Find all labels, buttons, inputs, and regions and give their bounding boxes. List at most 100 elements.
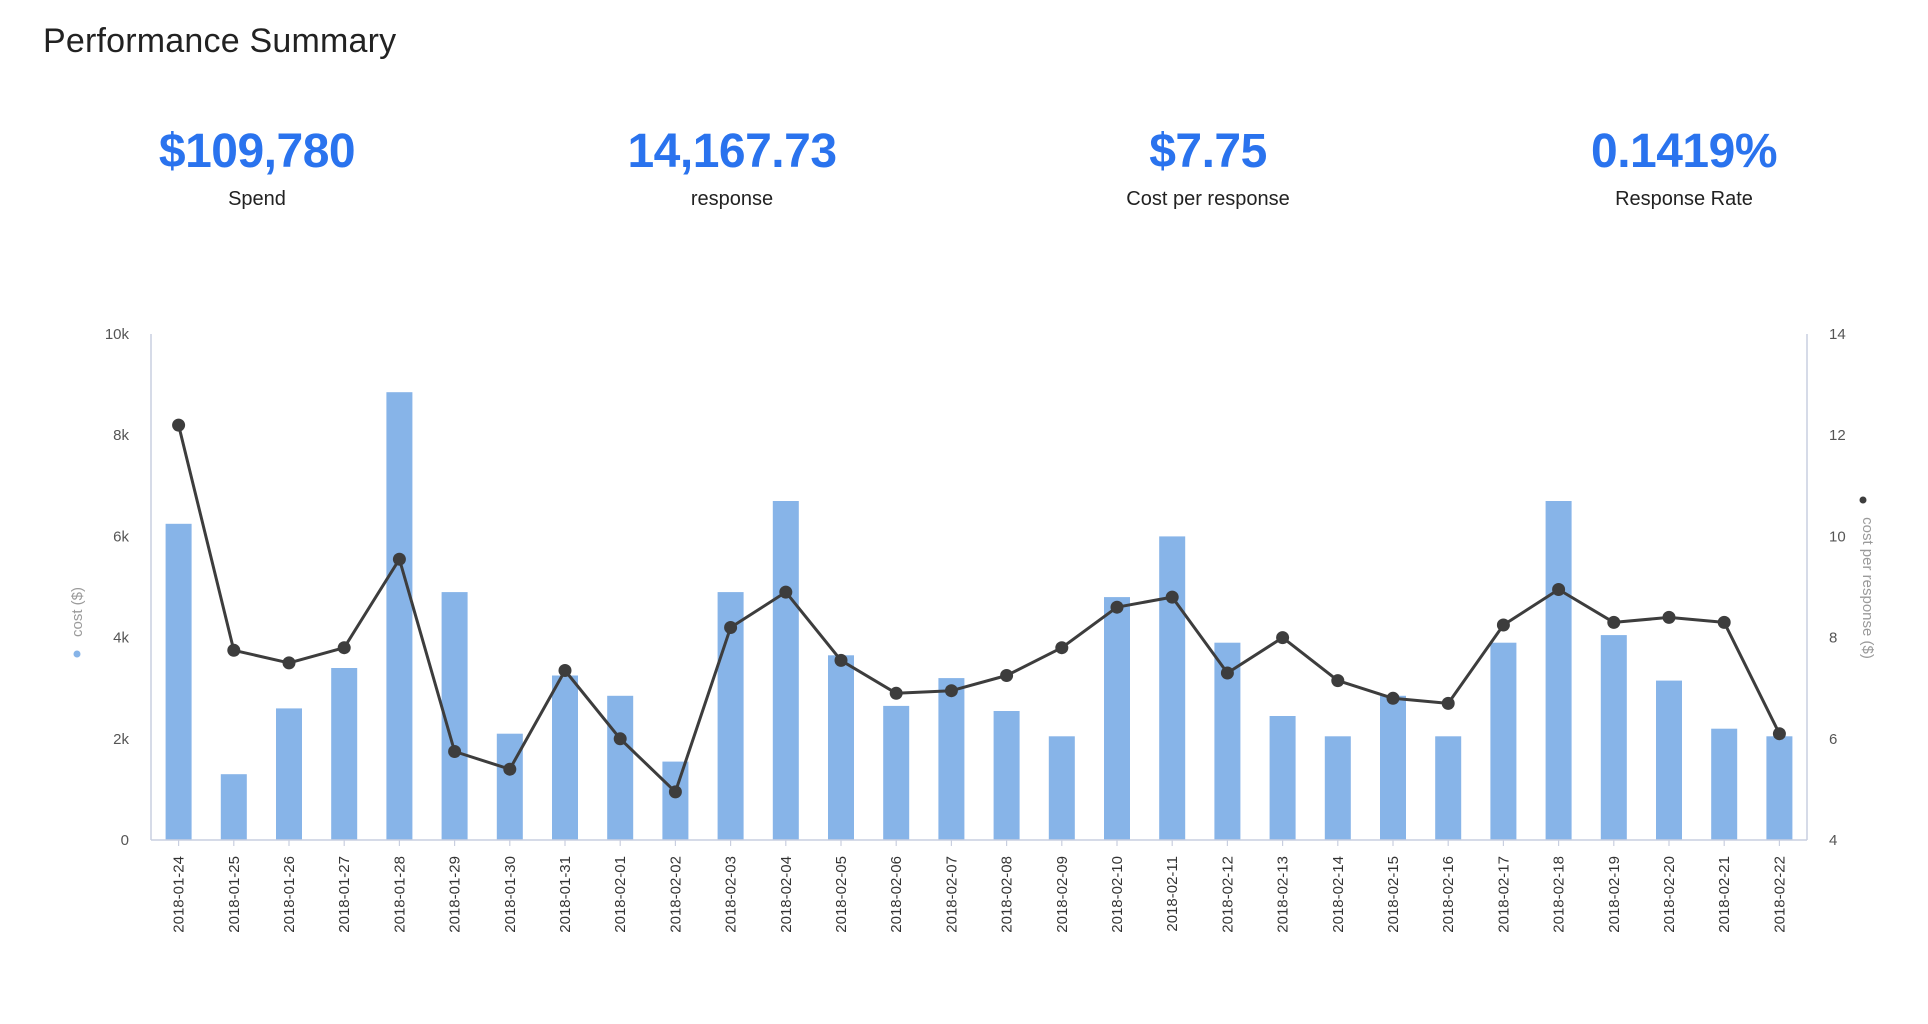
x-tick-label: 2018-01-27 bbox=[336, 856, 353, 933]
x-tick-label: 2018-02-07 bbox=[943, 856, 960, 933]
kpi-cost-per-response-value: $7.75 bbox=[1149, 125, 1267, 178]
bar-2018-02-04 bbox=[772, 501, 799, 840]
x-tick-label: 2018-01-24 bbox=[171, 856, 188, 933]
left-tick-label: 10k bbox=[105, 326, 130, 343]
x-tick-label: 2018-02-19 bbox=[1606, 856, 1623, 933]
x-tick-label: 2018-02-14 bbox=[1330, 856, 1347, 933]
x-tick-label: 2018-02-09 bbox=[1054, 856, 1071, 933]
bar-2018-02-15 bbox=[1380, 695, 1406, 840]
kpi-response-label: response bbox=[690, 188, 774, 210]
line-point-2018-01-28 bbox=[392, 552, 406, 566]
bar-2018-02-19 bbox=[1600, 635, 1627, 840]
line-point-2018-01-30 bbox=[503, 762, 517, 776]
line-point-2018-02-20 bbox=[1662, 610, 1676, 624]
axes-layer bbox=[150, 334, 1808, 846]
bar-2018-02-13 bbox=[1269, 716, 1296, 840]
line-point-2018-02-19 bbox=[1607, 615, 1621, 629]
bar-2018-02-02 bbox=[662, 761, 689, 840]
x-tick-label: 2018-01-25 bbox=[226, 856, 243, 933]
kpi-cost-per-response-label: Cost per response bbox=[1126, 188, 1290, 210]
kpi-response-rate-value: 0.1419% bbox=[1591, 125, 1778, 178]
bar-2018-01-31 bbox=[552, 675, 578, 840]
x-tick-label: 2018-01-26 bbox=[281, 856, 298, 933]
x-tick-label: 2018-01-29 bbox=[447, 856, 464, 933]
x-tick-label: 2018-02-06 bbox=[888, 856, 905, 933]
bar-2018-02-07 bbox=[938, 678, 965, 840]
bar-2018-01-30 bbox=[496, 733, 523, 840]
bar-2018-02-18 bbox=[1545, 501, 1572, 840]
line-point-2018-02-09 bbox=[1055, 641, 1069, 655]
kpi-response-value: 14,167.73 bbox=[627, 125, 837, 178]
kpi-cost-per-response: $7.75 Cost per response bbox=[1008, 120, 1408, 212]
line-point-2018-02-13 bbox=[1276, 631, 1290, 645]
bar-2018-02-08 bbox=[993, 711, 1020, 840]
line-point-2018-02-12 bbox=[1220, 666, 1234, 680]
line-point-2018-02-14 bbox=[1331, 674, 1345, 688]
x-tick-label: 2018-02-04 bbox=[778, 856, 795, 933]
x-tick-label: 2018-02-17 bbox=[1495, 856, 1512, 933]
line-point-2018-02-01 bbox=[613, 732, 627, 746]
line-point-2018-02-21 bbox=[1717, 615, 1731, 629]
line-point-2018-02-07 bbox=[944, 684, 958, 698]
bar-2018-02-10 bbox=[1104, 597, 1130, 840]
bar-2018-02-16 bbox=[1435, 736, 1462, 840]
left-tick-label: 4k bbox=[113, 630, 129, 647]
left-axis-title: cost ($) bbox=[69, 587, 86, 637]
x-tick-label: 2018-01-31 bbox=[557, 856, 574, 933]
line-point-2018-01-27 bbox=[337, 641, 351, 655]
x-tick-label: 2018-02-20 bbox=[1661, 856, 1678, 933]
left-tick-label: 8k bbox=[113, 427, 129, 444]
x-tick-label: 2018-02-21 bbox=[1716, 856, 1733, 933]
x-tick-label: 2018-02-18 bbox=[1551, 856, 1568, 933]
line-point-2018-01-29 bbox=[448, 745, 462, 758]
page-title: Performance Summary bbox=[43, 22, 397, 60]
left-tick-label: 0 bbox=[121, 832, 129, 849]
bar-2018-02-20 bbox=[1656, 680, 1682, 840]
x-tick-label: 2018-01-28 bbox=[391, 856, 408, 933]
line-point-2018-01-26 bbox=[282, 656, 296, 670]
bar-2018-02-14 bbox=[1324, 736, 1351, 840]
x-tick-label: 2018-02-03 bbox=[723, 856, 740, 933]
x-tick-label: 2018-02-05 bbox=[833, 856, 850, 933]
right-tick-label: 6 bbox=[1829, 731, 1837, 748]
line-point-2018-02-11 bbox=[1165, 590, 1179, 604]
labels-layer: 0 2k 4k 6k 8k 10k 4 6 8 10 12 14 2018-01-24 2018-01-2… bbox=[69, 326, 1876, 933]
line-point-2018-02-10 bbox=[1110, 600, 1124, 614]
line-point-2018-01-31 bbox=[558, 664, 572, 677]
x-tick-label: 2018-02-01 bbox=[612, 856, 629, 933]
kpi-spend: $109,780 Spend bbox=[57, 120, 457, 212]
left-axis-legend-dot bbox=[73, 650, 81, 658]
bars-layer bbox=[165, 392, 1793, 841]
right-axis-title: cost per response ($) bbox=[1859, 517, 1876, 659]
x-tick-label: 2018-02-16 bbox=[1440, 856, 1457, 933]
x-tick-label: 2018-02-22 bbox=[1771, 856, 1788, 933]
line-point-2018-02-03 bbox=[724, 621, 738, 634]
line-point-2018-02-17 bbox=[1496, 618, 1510, 632]
line-point-2018-02-16 bbox=[1441, 696, 1455, 710]
x-tick-label: 2018-01-30 bbox=[502, 856, 519, 933]
line-point-2018-02-15 bbox=[1386, 691, 1400, 705]
right-tick-label: 4 bbox=[1829, 832, 1837, 849]
right-axis-legend-dot bbox=[1859, 496, 1867, 504]
line-point-2018-02-06 bbox=[889, 686, 903, 700]
x-tick-label: 2018-02-10 bbox=[1109, 856, 1126, 933]
bar-2018-01-28 bbox=[386, 392, 413, 840]
line-point-2018-01-25 bbox=[227, 643, 241, 657]
line-point-2018-02-05 bbox=[834, 653, 848, 667]
left-tick-label: 6k bbox=[113, 528, 129, 545]
bar-2018-02-01 bbox=[607, 695, 634, 840]
x-tick-label: 2018-02-15 bbox=[1385, 856, 1402, 933]
line-layer bbox=[172, 418, 1786, 799]
bar-2018-02-05 bbox=[828, 655, 854, 840]
kpi-response-rate: 0.1419% Response Rate bbox=[1484, 120, 1884, 212]
line-point-2018-02-22 bbox=[1772, 727, 1786, 741]
x-tick-label: 2018-02-12 bbox=[1219, 856, 1236, 933]
bar-2018-01-26 bbox=[276, 708, 302, 840]
x-tick-label: 2018-02-02 bbox=[667, 856, 684, 933]
line-point-2018-02-02 bbox=[668, 785, 682, 799]
bar-2018-02-06 bbox=[883, 705, 910, 840]
kpi-response: 14,167.73 response bbox=[532, 120, 932, 212]
right-tick-label: 8 bbox=[1829, 630, 1837, 647]
bar-2018-02-17 bbox=[1490, 642, 1517, 840]
